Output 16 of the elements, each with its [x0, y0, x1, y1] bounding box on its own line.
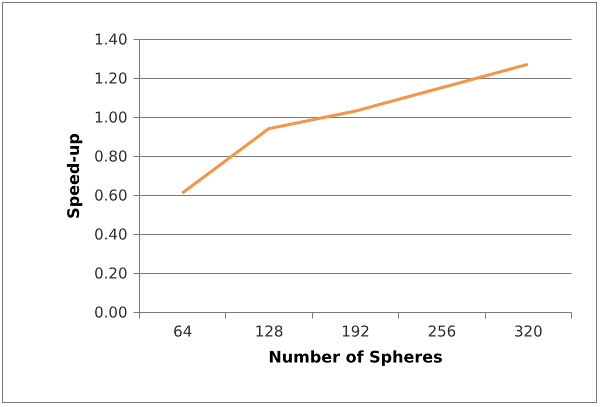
x-tick-label: 192: [341, 322, 370, 340]
y-tick-label: 0.00: [94, 304, 128, 322]
y-tick-label: 1.40: [94, 30, 128, 48]
x-tick-label: 64: [173, 322, 192, 340]
y-tick-label: 1.00: [94, 108, 128, 126]
y-tick-label: 0.80: [94, 148, 128, 166]
y-tick-label: 0.60: [94, 186, 128, 204]
x-tick-label: 256: [428, 322, 456, 340]
y-tick-label: 0.20: [94, 264, 128, 282]
x-axis-title: Number of Spheres: [268, 348, 443, 366]
line-series: [180, 62, 530, 195]
y-tick-label: 0.40: [94, 226, 128, 244]
y-axis-title: Speed-up: [64, 133, 84, 219]
x-tick-label: 320: [514, 322, 543, 340]
y-tick-label: 1.20: [94, 70, 128, 88]
x-tick-label: 128: [254, 322, 284, 340]
